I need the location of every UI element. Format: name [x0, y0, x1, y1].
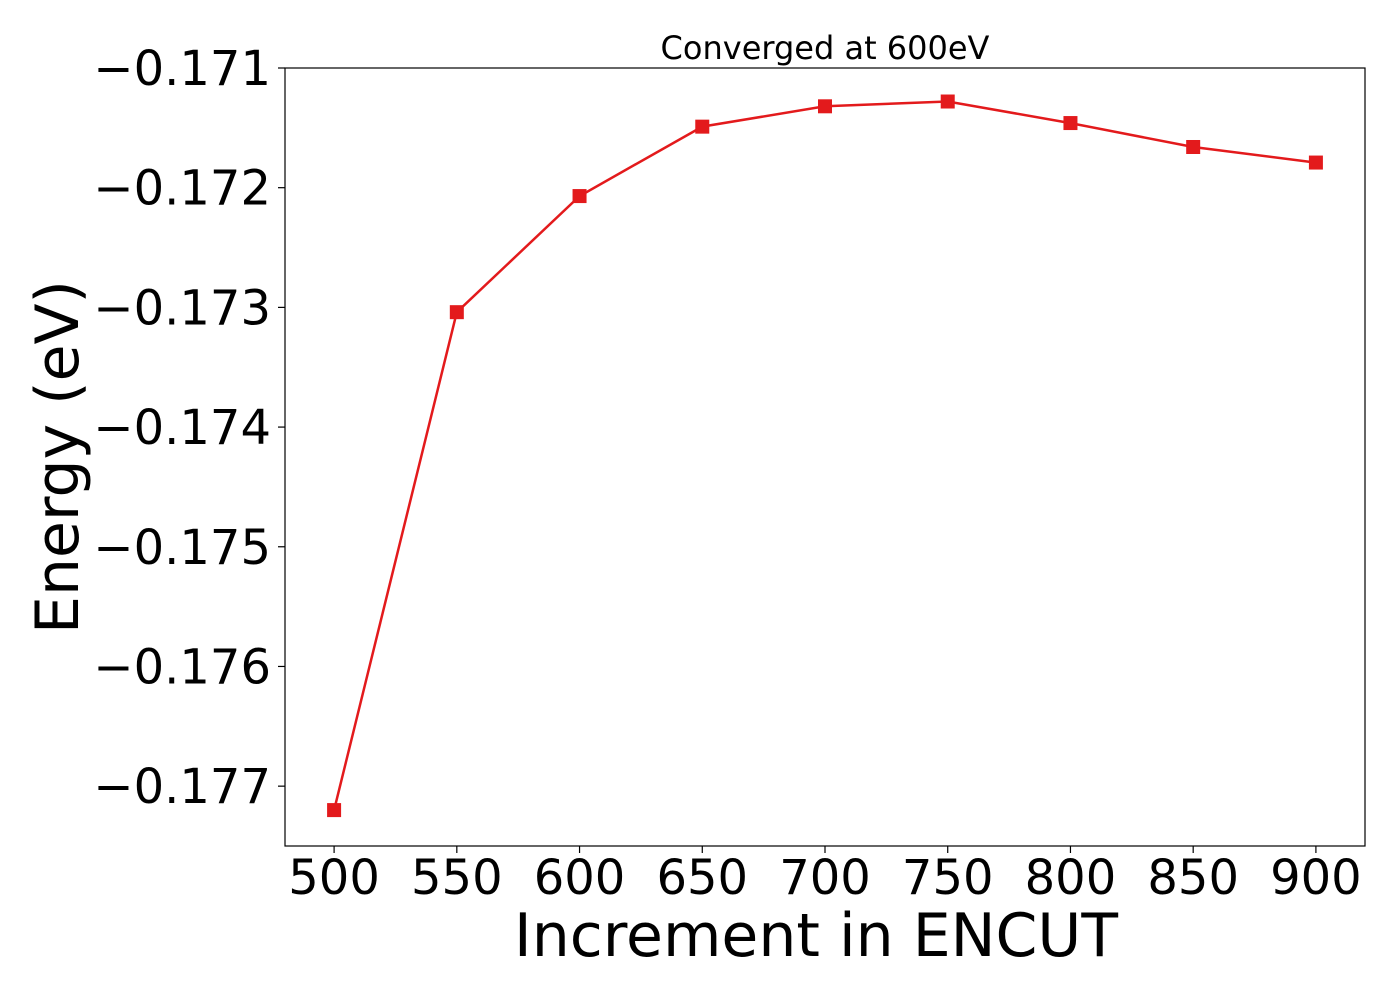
data-point-marker — [818, 99, 832, 114]
series-line — [332, 100, 1317, 811]
data-point-marker — [572, 189, 587, 204]
y-axis-title: Energy (eV) — [23, 280, 93, 634]
series-markers — [327, 94, 1323, 818]
y-axis: −0.171 −0.172 −0.173 −0.174 −0.175 −0.176 −0.1… — [93, 41, 285, 815]
data-point-marker — [1063, 116, 1078, 131]
x-tick-label: 900 — [1270, 850, 1362, 906]
x-tick-label: 500 — [288, 850, 380, 906]
x-axis-title: Increment in ENCUT — [514, 901, 1118, 971]
data-point-marker — [327, 803, 342, 818]
chart-title: Converged at 600eV — [661, 29, 990, 67]
x-tick-label: 650 — [656, 850, 748, 906]
x-axis: 500 550 600 650 700 750 800 850 900 — [288, 846, 1362, 906]
x-tick-label: 600 — [534, 850, 626, 906]
y-tick-label: −0.174 — [93, 400, 271, 456]
data-point-marker — [1186, 139, 1201, 154]
x-tick-label: 850 — [1147, 850, 1239, 906]
data-point-marker — [1308, 155, 1323, 170]
x-tick-label: 550 — [411, 850, 503, 906]
y-tick-label: −0.177 — [93, 759, 271, 815]
y-tick-label: −0.171 — [93, 41, 271, 97]
y-tick-label: −0.175 — [93, 520, 271, 576]
plot-area — [284, 67, 1366, 847]
x-tick-label: 700 — [779, 850, 871, 906]
x-tick-label: 750 — [902, 850, 994, 906]
x-tick-label: 800 — [1025, 850, 1117, 906]
data-point-marker — [695, 119, 710, 134]
y-tick-label: −0.173 — [93, 280, 271, 336]
data-point-marker — [449, 305, 464, 320]
y-tick-label: −0.172 — [93, 161, 271, 217]
data-point-marker — [940, 94, 955, 109]
y-tick-label: −0.176 — [93, 639, 271, 695]
